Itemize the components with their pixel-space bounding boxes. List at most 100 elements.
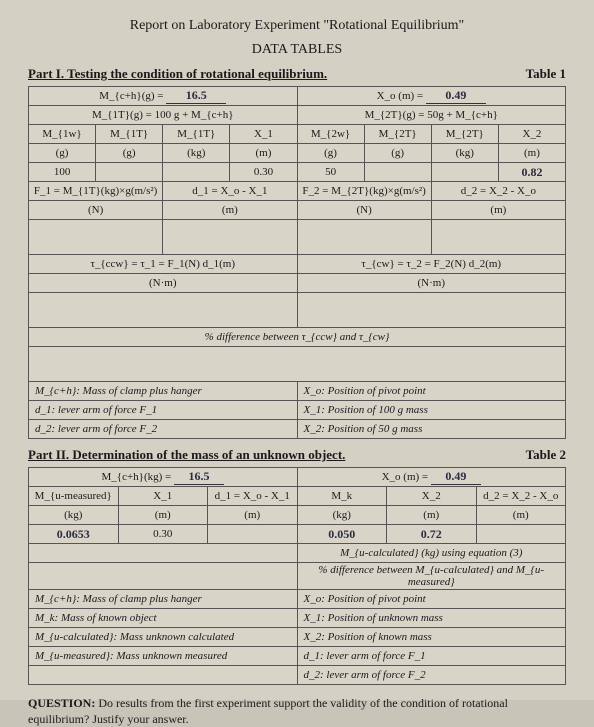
t1-row-hdr2: (g) (g) (kg) (m) (g) (g) (kg) (m) xyxy=(29,144,566,163)
leg-mch: M_{c+h}: Mass of clamp plus hanger xyxy=(29,382,298,401)
leg2-blank xyxy=(29,666,298,685)
u-g3: (g) xyxy=(297,144,364,163)
table-1: M_{c+h}(g) = 16.5 X_o (m) = 0.49 M_{1T}(… xyxy=(28,86,566,439)
v2-d1 xyxy=(208,525,298,544)
xo-cell: X_o (m) = 0.49 xyxy=(297,87,566,106)
mchkg-value: 16.5 xyxy=(188,469,209,483)
t1-row-hdr1: M_{1w} M_{1T} M_{1T} X_1 M_{2w} M_{2T} M… xyxy=(29,125,566,144)
h2-x2: X_2 xyxy=(387,487,477,506)
tcw-label: τ_{cw} = τ_2 = F_2(N) d_2(m) xyxy=(297,255,566,274)
hdr-m1tkg: M_{1T} xyxy=(163,125,230,144)
leg-xo: X_o: Position of pivot point xyxy=(297,382,566,401)
u2-m4: (m) xyxy=(476,506,566,525)
v2-mu: 0.0653 xyxy=(29,525,119,544)
leg-d1: d_1: lever arm of force F_1 xyxy=(29,401,298,420)
m2t-eq: M_{2T}(g) = 50g + M_{c+h} xyxy=(297,106,566,125)
d2-label: d_2 = X_2 - X_o xyxy=(431,182,565,201)
pctdiff-v xyxy=(29,347,566,382)
v-m1tkg xyxy=(163,163,230,182)
u-kg1: (kg) xyxy=(163,144,230,163)
t1-row-torque-labels: τ_{ccw} = τ_1 = F_1(N) d_1(m) τ_{cw} = τ… xyxy=(29,255,566,274)
u2-m3: (m) xyxy=(387,506,477,525)
xo2-label: X_o (m) = xyxy=(382,471,431,483)
u-m2: (m) xyxy=(498,144,565,163)
table-2: M_{c+h}(kg) = 16.5 X_o (m) = 0.49 M_{u-m… xyxy=(28,467,566,685)
leg2-d1: d_1: lever arm of force F_1 xyxy=(297,647,566,666)
v-m1w: 100 xyxy=(29,163,96,182)
tccw-label: τ_{ccw} = τ_1 = F_1(N) d_1(m) xyxy=(29,255,298,274)
d1-v xyxy=(163,220,297,255)
mucalc-label: M_{u-calculated} (kg) using equation (3) xyxy=(297,544,566,563)
xo-value: 0.49 xyxy=(445,88,466,102)
u2-m2: (m) xyxy=(208,506,298,525)
part2-heading: Part II. Determination of the mass of an… xyxy=(28,447,345,463)
hdr-m2tkg: M_{2T} xyxy=(431,125,498,144)
u2-kg1: (kg) xyxy=(29,506,119,525)
t1-row-pctdiff-val xyxy=(29,347,566,382)
u-g2: (g) xyxy=(96,144,163,163)
h2-mk: M_k xyxy=(297,487,387,506)
d2-u: (m) xyxy=(431,201,565,220)
subtitle: DATA TABLES xyxy=(28,42,566,58)
v-x1: 0.30 xyxy=(230,163,297,182)
u-g1: (g) xyxy=(29,144,96,163)
table2-label: Table 2 xyxy=(526,447,566,463)
v2-d2 xyxy=(476,525,566,544)
report-title: Report on Laboratory Experiment "Rotatio… xyxy=(28,18,566,34)
mchkg-label: M_{c+h}(kg) = xyxy=(102,471,174,483)
t1-row-fd-units: (N) (m) (N) (m) xyxy=(29,201,566,220)
leg2-x1: X_1: Position of unknown mass xyxy=(297,609,566,628)
t2-row-hdr2: (kg) (m) (m) (kg) (m) (m) xyxy=(29,506,566,525)
u-kg2: (kg) xyxy=(431,144,498,163)
v-m2tkg xyxy=(431,163,498,182)
leg-d2: d_2: lever arm of force F_2 xyxy=(29,420,298,439)
leg2-mch: M_{c+h}: Mass of clamp plus hanger xyxy=(29,590,298,609)
t2-row-mch-xo: M_{c+h}(kg) = 16.5 X_o (m) = 0.49 xyxy=(29,468,566,487)
mucalc-v xyxy=(29,544,298,563)
xo2-value: 0.49 xyxy=(445,469,466,483)
u-g4: (g) xyxy=(364,144,431,163)
t1-row-eqs: M_{1T}(g) = 100 g + M_{c+h} M_{2T}(g) = … xyxy=(29,106,566,125)
f1-u: (N) xyxy=(29,201,163,220)
t2-legend-1: M_{c+h}: Mass of clamp plus hanger X_o: … xyxy=(29,590,566,609)
question-label: QUESTION: xyxy=(28,696,95,710)
t1-row-torque-units: (N·m) (N·m) xyxy=(29,274,566,293)
leg2-mucalc: M_{u-calculated}: Mass unknown calculate… xyxy=(29,628,298,647)
v2-x2: 0.72 xyxy=(387,525,477,544)
h2-d1: d_1 = X_o - X_1 xyxy=(208,487,298,506)
t1-row-pctdiff: % difference between τ_{ccw} and τ_{cw} xyxy=(29,328,566,347)
v-m2tg xyxy=(364,163,431,182)
t2-row-mucalc: M_{u-calculated} (kg) using equation (3) xyxy=(29,544,566,563)
t1-legend-1: M_{c+h}: Mass of clamp plus hanger X_o: … xyxy=(29,382,566,401)
xo2-cell: X_o (m) = 0.49 xyxy=(297,468,566,487)
f1-v xyxy=(29,220,163,255)
t2-legend-2: M_k: Mass of known object X_1: Position … xyxy=(29,609,566,628)
f1-label: F_1 = M_{1T}(kg)×g(m/s²) xyxy=(29,182,163,201)
t1-row-fd-vals xyxy=(29,220,566,255)
tcw-v xyxy=(297,293,566,328)
mchkg-cell: M_{c+h}(kg) = 16.5 xyxy=(29,468,298,487)
t1-row-torque-vals xyxy=(29,293,566,328)
pctdiff-label: % difference between τ_{ccw} and τ_{cw} xyxy=(29,328,566,347)
m1t-eq: M_{1T}(g) = 100 g + M_{c+h} xyxy=(29,106,298,125)
leg2-d2: d_2: lever arm of force F_2 xyxy=(297,666,566,685)
h2-d2: d_2 = X_2 - X_o xyxy=(476,487,566,506)
t2-legend-5: d_2: lever arm of force F_2 xyxy=(29,666,566,685)
u2-kg2: (kg) xyxy=(297,506,387,525)
v2-mk: 0.050 xyxy=(297,525,387,544)
leg2-mk: M_k: Mass of known object xyxy=(29,609,298,628)
xo-label: X_o (m) = xyxy=(377,90,426,102)
hdr-x1: X_1 xyxy=(230,125,297,144)
leg2-mumeas: M_{u-measured}: Mass unknown measured xyxy=(29,647,298,666)
d1-label: d_1 = X_o - X_1 xyxy=(163,182,297,201)
h2-mu: M_{u-measured} xyxy=(29,487,119,506)
mchg-label: M_{c+h}(g) = xyxy=(99,90,166,102)
h2-x1: X_1 xyxy=(118,487,208,506)
v-m1tg xyxy=(96,163,163,182)
t2-row-hdr1: M_{u-measured} X_1 d_1 = X_o - X_1 M_k X… xyxy=(29,487,566,506)
v2-x1: 0.30 xyxy=(118,525,208,544)
t1-legend-3: d_2: lever arm of force F_2 X_2: Positio… xyxy=(29,420,566,439)
question-text: Do results from the first experiment sup… xyxy=(28,696,508,726)
pctdiff2-label: % difference between M_{u-calculated} an… xyxy=(297,563,566,590)
t1-row-fd-labels: F_1 = M_{1T}(kg)×g(m/s²) d_1 = X_o - X_1… xyxy=(29,182,566,201)
